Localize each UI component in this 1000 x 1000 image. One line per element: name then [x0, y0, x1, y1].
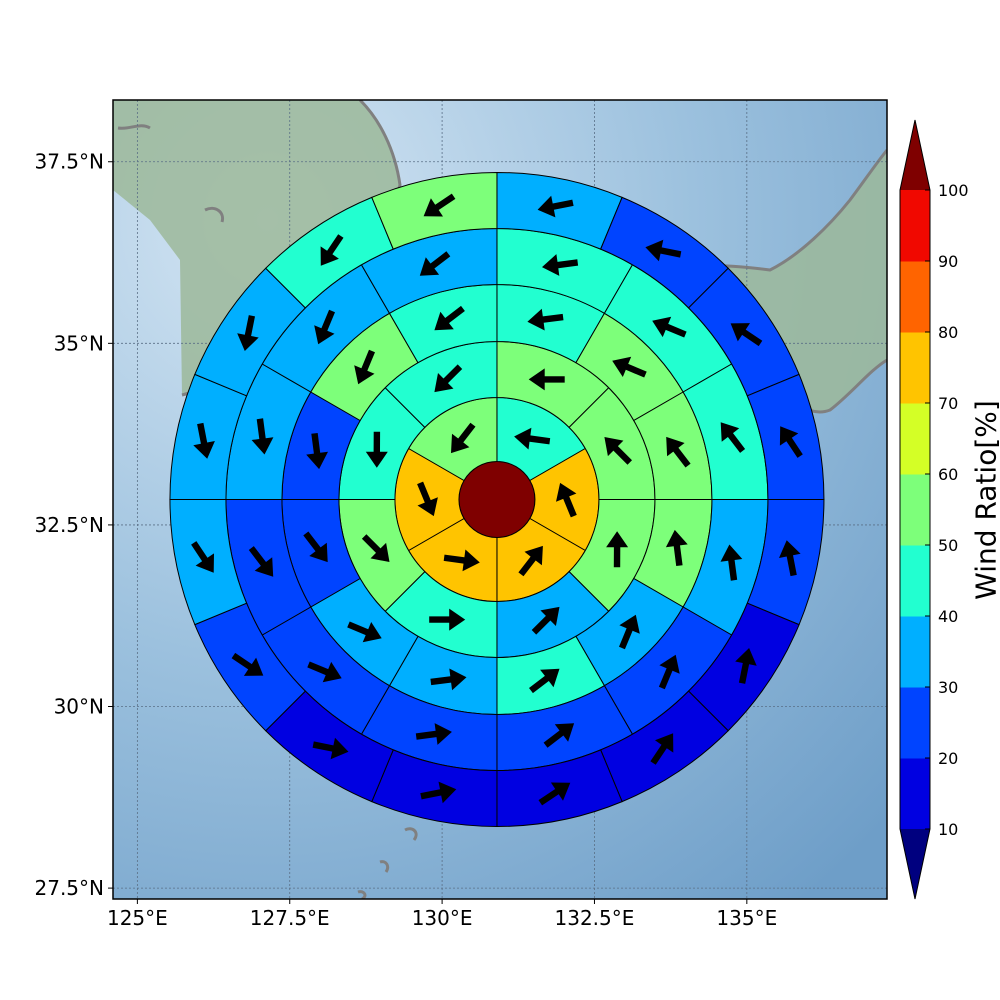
colorbar-tick-label: 60 [938, 465, 958, 484]
lat-tick-label: 35°N [54, 331, 104, 355]
wind-arrow [443, 549, 480, 572]
colorbar-tick-label: 80 [938, 323, 958, 342]
colorbar-segment-6 [900, 332, 930, 404]
wind-arrow [347, 621, 382, 643]
colorbar: 10 20 30 40 50 60 70 80 90 100 Wind Ratio[%] [899, 119, 1000, 900]
wind-arrow [619, 614, 640, 650]
wind-arrow [434, 305, 465, 331]
wind-arrow [529, 668, 560, 694]
lat-tick-label: 32.5°N [35, 513, 105, 537]
colorbar-title: Wind Ratio[%] [970, 400, 1000, 600]
wind-arrow [779, 540, 801, 577]
colorbar-segment-7 [900, 261, 930, 333]
wind-arrow [237, 315, 259, 351]
lon-tick-label: 127.5°E [250, 906, 330, 930]
wind-arrow [312, 737, 349, 760]
wind-arrow [531, 606, 560, 635]
wind-arrow [650, 733, 674, 765]
wind-arrow [665, 529, 688, 566]
colorbar-tick-label: 70 [938, 394, 958, 413]
wind-arrow [720, 544, 743, 581]
wind-arrow [779, 426, 803, 458]
wind-arrow [543, 723, 575, 748]
wind-arrow [314, 309, 335, 345]
wind-arrow [735, 648, 757, 684]
colorbar-ticks: 10 20 30 40 50 60 70 80 90 100 [925, 181, 969, 839]
wind-arrow [191, 541, 214, 573]
colorbar-segment-0 [900, 758, 930, 830]
colorbar-segment-8 [900, 190, 930, 262]
wind-arrow [193, 422, 215, 459]
colorbar-under-extension [900, 829, 930, 899]
colorbar-tick-label: 100 [938, 181, 969, 200]
wind-arrow [417, 481, 438, 517]
wind-arrow [420, 781, 457, 804]
wind-arrow [606, 531, 629, 568]
colorbar-tick-label: 30 [938, 678, 958, 697]
wind-arrow [451, 422, 476, 454]
wind-arrow [231, 652, 264, 676]
wind-arrow [251, 418, 274, 455]
landmass-honshu [645, 150, 887, 412]
lon-tick-label: 135°E [716, 906, 777, 930]
colorbar-segments [900, 190, 930, 830]
latitude-axis: 37.5°N 35°N 32.5°N 30°N 27.5°N [35, 150, 113, 900]
wind-arrow [612, 356, 647, 378]
wind-arrow [423, 193, 456, 217]
colorbar-tick-label: 50 [938, 536, 958, 555]
wind-arrow [528, 368, 565, 391]
colorbar-segment-4 [900, 474, 930, 546]
wind-ratio-sectors [169, 171, 825, 828]
wind-arrow [652, 316, 687, 338]
lat-tick-label: 30°N [54, 695, 104, 719]
colorbar-tick-label: 40 [938, 607, 958, 626]
wind-arrow [306, 433, 328, 470]
longitude-axis: 125°E 127.5°E 130°E 132.5°E 135°E [107, 899, 777, 930]
wind-arrow [645, 239, 682, 262]
wind-arrow [666, 436, 691, 468]
wind-arrow [303, 531, 328, 563]
wind-arrow [604, 437, 632, 465]
wind-arrow [556, 482, 577, 518]
wind-direction-arrows [191, 193, 803, 806]
wind-arrow [320, 234, 344, 266]
wind-arrow [720, 422, 746, 453]
wind-arrow [361, 534, 390, 562]
wind-arrow [430, 668, 467, 691]
lon-tick-label: 130°E [412, 906, 473, 930]
colorbar-segment-5 [900, 403, 930, 475]
colorbar-tick-label: 20 [938, 749, 958, 768]
wind-arrow [429, 608, 466, 631]
colorbar-tick-label: 90 [938, 252, 958, 271]
wind-arrow [307, 661, 342, 683]
wind-arrow [365, 431, 388, 468]
colorbar-segment-1 [900, 687, 930, 759]
wind-arrow [415, 723, 452, 745]
lat-tick-label: 37.5°N [35, 150, 105, 174]
wind-arrow [518, 545, 543, 577]
map-panel [112, 99, 888, 900]
wind-arrow [730, 323, 763, 347]
colorbar-over-extension [900, 120, 930, 190]
wind-arrow [419, 251, 451, 276]
wind-arrow [514, 427, 551, 450]
landmass-korea [113, 100, 400, 395]
colorbar-segment-3 [900, 545, 930, 617]
wind-arrow [434, 364, 463, 393]
wind-arrow [354, 349, 375, 385]
map-frame [112, 99, 888, 900]
lat-tick-label: 27.5°N [35, 876, 105, 900]
colorbar-tick-label: 10 [938, 820, 958, 839]
wind-arrow [658, 654, 680, 690]
wind-arrow [248, 546, 274, 577]
wind-arrow [527, 308, 564, 331]
lon-tick-label: 125°E [107, 906, 168, 930]
wind-arrow [537, 195, 574, 218]
wind-arrow [538, 782, 571, 806]
colorbar-segment-2 [900, 616, 930, 688]
wind-arrow [542, 254, 579, 276]
lon-tick-label: 132.5°E [555, 906, 635, 930]
